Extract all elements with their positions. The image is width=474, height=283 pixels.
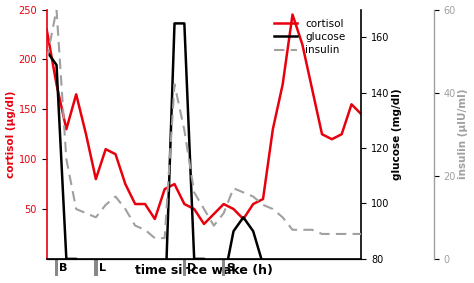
X-axis label: time since wake (h): time since wake (h) [135,264,273,277]
Text: L: L [99,263,106,273]
Y-axis label: insulin (μIU/ml): insulin (μIU/ml) [458,89,468,179]
Bar [55,259,58,276]
Text: D: D [187,263,196,273]
Text: B: B [59,263,68,273]
Y-axis label: cortisol (μg/dl): cortisol (μg/dl) [6,91,16,178]
Y-axis label: glucose (mg/dl): glucose (mg/dl) [392,88,402,180]
Text: S: S [227,263,235,273]
Bar [222,259,226,276]
Bar [182,259,186,276]
Bar [94,259,98,276]
Legend: cortisol, glucose, insulin: cortisol, glucose, insulin [270,15,350,59]
